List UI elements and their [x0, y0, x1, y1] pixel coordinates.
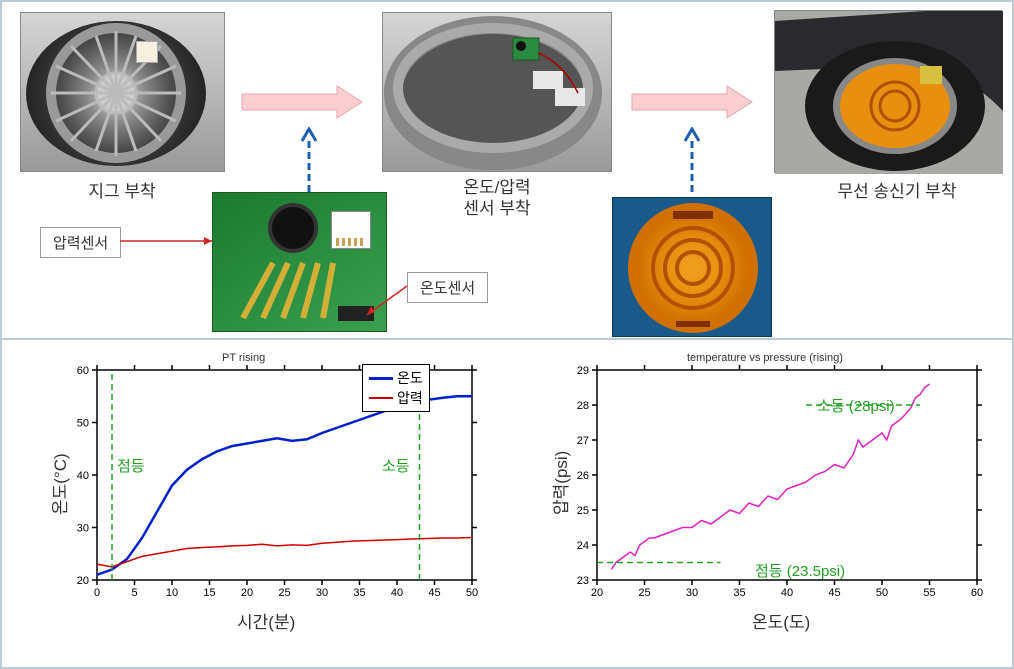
step1-caption: 지그 부착	[57, 177, 187, 202]
step3-caption: 무선 송신기 부착	[802, 177, 992, 202]
svg-text:60: 60	[971, 587, 983, 599]
step1-image	[20, 12, 225, 172]
chart-temp-vs-pressure: temperature vs pressure (rising) 2025303…	[507, 340, 1012, 667]
svg-text:25: 25	[577, 505, 589, 517]
svg-text:15: 15	[203, 587, 215, 599]
svg-text:40: 40	[781, 587, 793, 599]
chart2-xlabel: 온도(도)	[752, 608, 810, 633]
chart-pt-rising: PT rising 05101520253035404550 203040506…	[2, 340, 507, 667]
legend-item-temp: 온도	[369, 368, 423, 388]
svg-text:40: 40	[391, 587, 403, 599]
transmitter-image	[612, 197, 772, 337]
chart2-annot-off: 소등 (28psi)	[817, 395, 895, 416]
svg-text:50: 50	[77, 418, 89, 430]
flow-arrow-2	[627, 82, 757, 122]
svg-text:27: 27	[577, 435, 589, 447]
svg-text:50: 50	[876, 587, 888, 599]
chart1-xlabel: 시간(분)	[237, 608, 295, 633]
svg-text:29: 29	[577, 365, 589, 377]
figure-container: 지그 부착 온도/압력 센서 부착	[0, 0, 1014, 669]
svg-text:35: 35	[733, 587, 745, 599]
svg-text:30: 30	[686, 587, 698, 599]
chart2-ylabel: 압력(psi)	[547, 451, 572, 515]
svg-text:26: 26	[577, 470, 589, 482]
svg-text:24: 24	[577, 540, 589, 552]
chart1-legend: 온도 압력	[362, 364, 430, 412]
flow-arrow-1	[237, 82, 367, 122]
chart1-ylabel: 온도(°C)	[46, 453, 71, 515]
chart2-annot-on: 점등 (23.5psi)	[755, 560, 845, 581]
svg-text:60: 60	[77, 365, 89, 377]
svg-text:25: 25	[278, 587, 290, 599]
svg-text:20: 20	[77, 575, 89, 587]
svg-text:28: 28	[577, 400, 589, 412]
svg-text:40: 40	[77, 470, 89, 482]
svg-text:35: 35	[353, 587, 365, 599]
svg-text:0: 0	[94, 587, 100, 599]
pressure-sensor-label: 압력센서	[40, 227, 121, 258]
process-flow-panel: 지그 부착 온도/압력 센서 부착	[2, 2, 1012, 340]
temperature-sensor-label: 온도센서	[407, 272, 488, 303]
svg-text:30: 30	[316, 587, 328, 599]
svg-text:20: 20	[241, 587, 253, 599]
svg-text:10: 10	[166, 587, 178, 599]
svg-text:25: 25	[638, 587, 650, 599]
svg-text:45: 45	[428, 587, 440, 599]
svg-text:55: 55	[923, 587, 935, 599]
input-arrow-1	[299, 127, 319, 197]
temperature-arrow	[362, 280, 412, 320]
chart1-annot-on: 점등	[117, 455, 145, 476]
pressure-arrow	[120, 235, 220, 247]
step3-image	[774, 10, 1002, 173]
jig-chip	[136, 41, 158, 63]
charts-panel: PT rising 05101520253035404550 203040506…	[2, 340, 1012, 667]
svg-text:5: 5	[131, 587, 137, 599]
legend-item-press: 압력	[369, 388, 423, 408]
svg-text:23: 23	[577, 575, 589, 587]
svg-text:50: 50	[466, 587, 478, 599]
step2-image	[382, 12, 612, 172]
input-arrow-2	[682, 127, 702, 197]
step2-caption: 온도/압력 센서 부착	[422, 177, 572, 220]
svg-text:30: 30	[77, 523, 89, 535]
svg-text:45: 45	[828, 587, 840, 599]
chart1-annot-off: 소등	[382, 455, 410, 476]
svg-text:20: 20	[591, 587, 603, 599]
sensor-board-image	[212, 192, 387, 332]
